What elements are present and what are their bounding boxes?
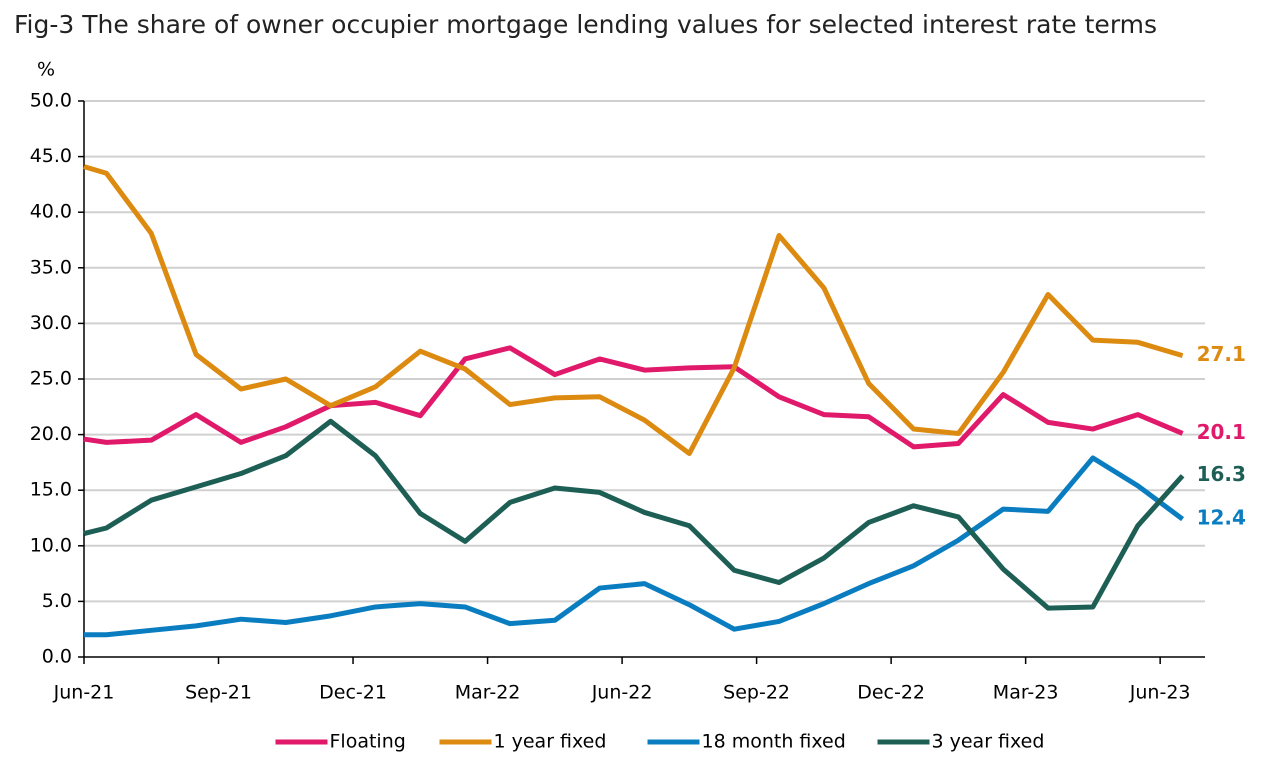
- legend-label: 3 year fixed: [932, 731, 1045, 753]
- y-tick-label: 5.0: [42, 590, 72, 612]
- x-tick-label: Jun-21: [53, 682, 115, 704]
- chart-title: Fig-3 The share of owner occupier mortga…: [14, 10, 1157, 39]
- y-tick-label: 25.0: [30, 368, 72, 390]
- x-tick-label: Sep-22: [723, 682, 790, 704]
- x-tick-label: Sep-21: [185, 682, 252, 704]
- y-tick-label: 10.0: [30, 534, 72, 556]
- y-tick-label: 50.0: [30, 90, 72, 112]
- x-tick-label: Dec-21: [319, 682, 387, 704]
- series-line: [84, 455, 1185, 638]
- x-tick-label: Jun-22: [591, 682, 653, 704]
- y-tick-label: 35.0: [30, 256, 72, 278]
- legend-label: Floating: [330, 731, 406, 753]
- y-tick-label: 40.0: [30, 201, 72, 223]
- series-line: [83, 418, 1185, 611]
- x-tick-label: Mar-22: [455, 682, 521, 704]
- y-axis-label: %: [37, 59, 55, 81]
- end-label: 12.4: [1197, 506, 1246, 530]
- x-tick-label: Mar-23: [993, 682, 1059, 704]
- end-label: 20.1: [1197, 420, 1246, 444]
- series-line: [83, 164, 1184, 457]
- legend-label: 1 year fixed: [494, 731, 607, 753]
- x-tick-label: Jun-23: [1129, 682, 1191, 704]
- legend-label: 18 month fixed: [702, 731, 846, 753]
- y-tick-label: 30.0: [30, 312, 72, 334]
- series-line: [83, 345, 1184, 450]
- y-tick-label: 15.0: [30, 479, 72, 501]
- x-tick-label: Dec-22: [857, 682, 925, 704]
- y-tick-label: 0.0: [42, 646, 72, 668]
- end-label: 16.3: [1197, 462, 1246, 486]
- y-tick-label: 20.0: [30, 423, 72, 445]
- end-label: 27.1: [1197, 342, 1246, 366]
- y-tick-label: 45.0: [30, 145, 72, 167]
